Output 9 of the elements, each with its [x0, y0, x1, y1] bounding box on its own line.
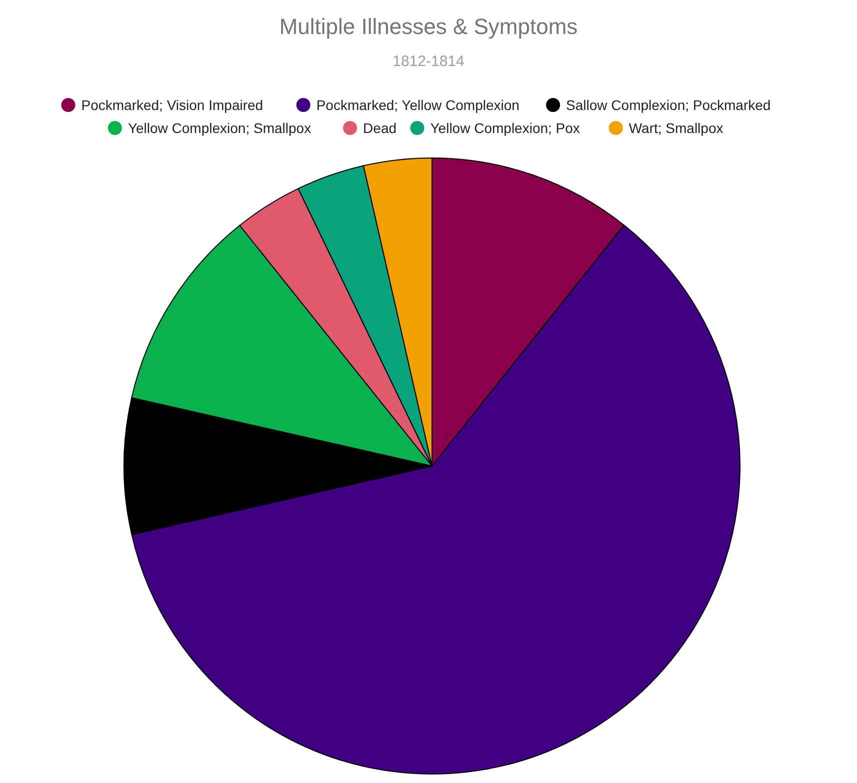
- legend-label: Yellow Complexion; Pox: [430, 120, 580, 136]
- chart-title: Multiple Illnesses & Symptoms: [279, 14, 578, 39]
- legend-label: Pockmarked; Yellow Complexion: [316, 97, 520, 113]
- legend-label: Pockmarked; Vision Impaired: [81, 97, 264, 113]
- legend-label: Sallow Complexion; Pockmarked: [566, 97, 771, 113]
- legend-label: Dead: [363, 120, 397, 136]
- legend-label: Wart; Smallpox: [628, 120, 724, 136]
- legend-label: Yellow Complexion; Smallpox: [128, 120, 312, 136]
- chart-subtitle: 1812-1814: [392, 53, 464, 70]
